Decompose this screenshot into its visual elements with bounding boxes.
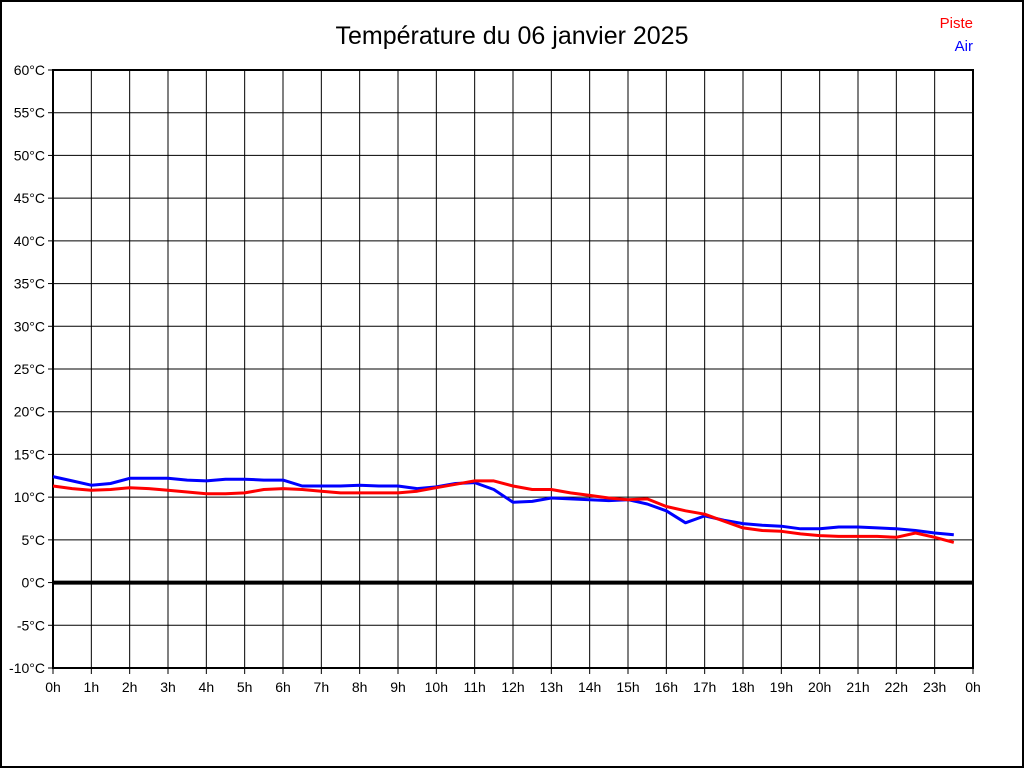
- x-axis-label: 4h: [199, 679, 215, 695]
- chart-title: Température du 06 janvier 2025: [335, 22, 689, 50]
- x-axis-label: 0h: [45, 679, 61, 695]
- x-axis-label: 17h: [693, 679, 716, 695]
- x-axis-label: 13h: [540, 679, 563, 695]
- x-axis-label: 15h: [616, 679, 639, 695]
- x-axis-label: 19h: [770, 679, 793, 695]
- y-axis-label: 0°C: [22, 575, 46, 591]
- y-axis-label: 10°C: [14, 489, 45, 505]
- x-axis-label: 9h: [390, 679, 406, 695]
- y-axis-label: 5°C: [22, 532, 46, 548]
- legend-item-piste: Piste: [939, 15, 973, 32]
- y-axis-label: 55°C: [14, 105, 45, 121]
- legend: Piste Air: [940, 12, 973, 58]
- y-axis-label: 15°C: [14, 446, 45, 462]
- x-axis-label: 5h: [237, 679, 253, 695]
- x-axis-label: 11h: [464, 679, 486, 695]
- y-axis-label: -5°C: [17, 617, 45, 633]
- x-axis-label: 14h: [578, 679, 601, 695]
- x-axis-label: 8h: [352, 679, 368, 695]
- plot-border: [52, 69, 974, 669]
- y-axis-label: 40°C: [14, 233, 45, 249]
- piste-series-line: [52, 479, 955, 544]
- y-axis-label: 45°C: [14, 190, 45, 206]
- x-axis-label: 23h: [923, 679, 946, 695]
- air-series-line: [52, 475, 954, 537]
- x-axis-label: 10h: [425, 679, 448, 695]
- x-axis-label: 22h: [885, 679, 908, 695]
- x-axis-label: 7h: [314, 679, 330, 695]
- x-axis-label: 3h: [160, 679, 176, 695]
- legend-item-air: Air: [954, 38, 973, 55]
- x-axis-label: 20h: [808, 679, 831, 695]
- x-axis-label: 0h: [965, 679, 981, 695]
- y-axis-label: 30°C: [14, 318, 45, 334]
- x-axis-label: 16h: [655, 679, 678, 695]
- y-axis-label: 35°C: [14, 276, 45, 292]
- y-axis-label: 60°C: [14, 62, 45, 78]
- y-axis-label: 50°C: [14, 147, 45, 163]
- x-axis-label: 6h: [275, 679, 291, 695]
- y-axis-label: 25°C: [14, 361, 45, 377]
- x-axis-label: 18h: [731, 679, 754, 695]
- x-axis-label: 12h: [501, 679, 524, 695]
- y-axis-label: 20°C: [14, 404, 45, 420]
- x-axis-label: 2h: [122, 679, 138, 695]
- x-axis-label: 21h: [846, 679, 869, 695]
- y-axis-label: -10°C: [9, 660, 45, 676]
- x-axis-label: 1h: [84, 679, 100, 695]
